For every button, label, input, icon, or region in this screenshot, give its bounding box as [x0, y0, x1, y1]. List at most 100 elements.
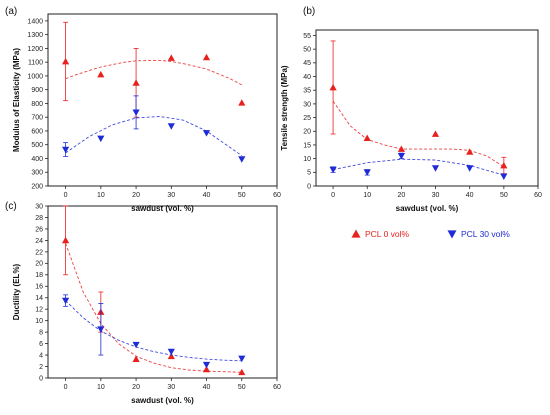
chart-panel-c: (c)0 10 20 30 40 50 60024681012141618202224262…	[5, 201, 281, 405]
data-point	[500, 161, 508, 169]
x-tick-label: 60	[534, 192, 542, 199]
y-axis-label: Tensile strength (MPa)	[280, 65, 289, 151]
data-point	[132, 79, 140, 86]
y-tick-label: 1300	[27, 32, 43, 39]
x-tick-label: 30	[167, 192, 175, 199]
data-point	[202, 130, 211, 137]
y-axis-label: Ductility (EL%)	[12, 263, 21, 320]
data-point	[167, 54, 175, 61]
x-tick-label: 0	[64, 384, 68, 391]
y-tick-label: 24	[35, 238, 43, 245]
y-tick-label: 900	[31, 87, 43, 94]
x-tick-label: 50	[238, 192, 246, 199]
data-point	[202, 361, 211, 369]
y-tick-label: 1200	[27, 46, 43, 53]
data-point	[202, 53, 211, 61]
y-tick-label: 200	[31, 183, 43, 190]
y-tick-label: 400	[31, 156, 43, 163]
y-tick-label: 1400	[27, 18, 43, 25]
y-tick-label: 0	[307, 183, 311, 190]
y-tick-label: 16	[35, 284, 43, 291]
y-tick-label: 0	[39, 375, 43, 382]
x-tick-label: 60	[273, 192, 281, 199]
panel-label: (b)	[303, 6, 315, 17]
y-tick-label: 20	[35, 261, 43, 268]
series-pcl-0	[329, 40, 508, 175]
panel-label: (a)	[5, 6, 17, 17]
x-tick-label: 50	[238, 384, 246, 391]
data-point	[466, 148, 474, 155]
y-tick-label: 1000	[27, 73, 43, 80]
y-tick-label: 55	[303, 33, 311, 40]
trend-line	[65, 243, 242, 373]
y-tick-label: 25	[303, 115, 311, 122]
legend-label: PCL 30 vol%	[461, 229, 510, 239]
y-tick-label: 20	[303, 129, 311, 136]
series-pcl-0	[62, 205, 246, 376]
data-point	[397, 153, 405, 160]
chart-panel-a: (a) 0 10 20 30 40 50 60 200 300 400 500 600 700 800 900…	[5, 6, 281, 213]
trend-line	[65, 59, 243, 86]
y-tick-label: 35	[303, 88, 311, 95]
trend-line	[333, 158, 504, 176]
y-tick-label: 40	[303, 74, 311, 81]
y-tick-label: 14	[35, 295, 43, 302]
x-tick-label: 30	[167, 384, 175, 391]
plot-frame	[315, 29, 539, 187]
data-point	[363, 134, 371, 141]
x-tick-label: 20	[132, 192, 140, 199]
panel-label: (c)	[5, 201, 17, 212]
x-tick-label: 0	[331, 192, 335, 199]
y-tick-label: 6	[39, 341, 43, 348]
chart-panel-b: (b) 0 10 20 30 40 50 60 0 5 10 15 20 25 30 35 40 45 50 55 sa…	[280, 6, 542, 213]
y-tick-label: 45	[303, 60, 311, 67]
series-pcl-30	[329, 152, 508, 180]
data-point	[132, 341, 140, 349]
y-tick-label: 500	[31, 142, 43, 149]
y-tick-label: 300	[31, 170, 43, 177]
data-point	[397, 145, 405, 152]
y-tick-label: 26	[35, 226, 43, 233]
y-axis-label: Modulus of Elasticity (MPa)	[12, 48, 21, 152]
x-tick-label: 50	[500, 192, 508, 199]
y-tick-label: 30	[303, 101, 311, 108]
data-point	[62, 57, 70, 65]
plot-frame	[47, 205, 278, 379]
x-axis-label: sawdust (vol. %)	[131, 396, 194, 405]
series-pcl-0	[62, 21, 246, 118]
chart-legend: PCL 0 vol% PCL 30 vol%	[351, 229, 510, 239]
y-tick-label: 30	[35, 203, 43, 210]
y-tick-label: 700	[31, 115, 43, 122]
y-tick-label: 1100	[28, 60, 43, 67]
y-tick-label: 15	[303, 142, 311, 149]
data-point	[62, 236, 70, 244]
y-tick-label: 2	[39, 364, 43, 371]
x-tick-label: 40	[203, 384, 211, 391]
series-pcl-30	[62, 294, 246, 369]
data-point	[363, 169, 371, 176]
y-tick-label: 50	[303, 47, 311, 54]
x-tick-label: 0	[64, 192, 68, 199]
data-point	[238, 368, 246, 376]
data-point	[431, 165, 440, 172]
x-tick-label: 60	[273, 384, 281, 391]
legend-label: PCL 0 vol%	[365, 229, 410, 239]
y-tick-label: 12	[35, 307, 43, 314]
y-tick-label: 18	[35, 272, 43, 279]
x-axis-label: sawdust (vol. %)	[396, 204, 459, 213]
x-tick-label: 20	[132, 384, 140, 391]
x-tick-label: 20	[397, 192, 405, 199]
data-point	[167, 123, 175, 130]
x-tick-label: 40	[466, 192, 474, 199]
plot-frame	[47, 13, 278, 187]
data-point	[202, 365, 211, 373]
x-axis-label: sawdust (vol. %)	[131, 204, 194, 213]
y-tick-label: 10	[35, 318, 43, 325]
data-point	[97, 326, 105, 333]
y-tick-label: 10	[303, 156, 311, 163]
trend-line	[65, 300, 242, 362]
y-tick-label: 800	[31, 101, 43, 108]
data-point	[238, 355, 246, 363]
